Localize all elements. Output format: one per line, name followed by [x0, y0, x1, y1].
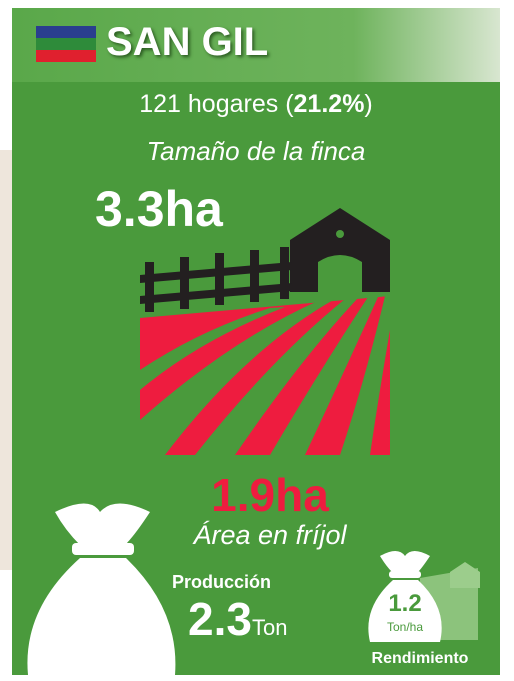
- households-prefix: 121 hogares (: [139, 90, 294, 118]
- flag: [36, 26, 96, 62]
- farm-size-value: 3.3ha: [95, 181, 223, 237]
- households-suffix: ): [364, 90, 373, 118]
- households-percent: 21.2%: [293, 90, 365, 118]
- bean-area-value: 1.9ha: [211, 469, 329, 521]
- farm: [140, 208, 390, 455]
- yield-unit: Ton/ha: [386, 620, 424, 634]
- production-value: 2.3: [188, 593, 252, 645]
- production: 2.3Ton: [188, 592, 287, 646]
- farm-size-label: Tamaño de la finca: [146, 136, 366, 166]
- production-unit: Ton: [251, 615, 288, 640]
- title: SAN GIL: [106, 20, 269, 64]
- households: 121 hogares (21.2%): [12, 90, 500, 119]
- small-sack: [368, 551, 480, 642]
- yield-label: Rendimiento: [371, 650, 469, 667]
- bean-area-label: Área en fríjol: [193, 520, 347, 550]
- production-label: Producción: [172, 572, 272, 592]
- yield-value: 1.2: [388, 590, 422, 617]
- big-sack: [27, 503, 176, 675]
